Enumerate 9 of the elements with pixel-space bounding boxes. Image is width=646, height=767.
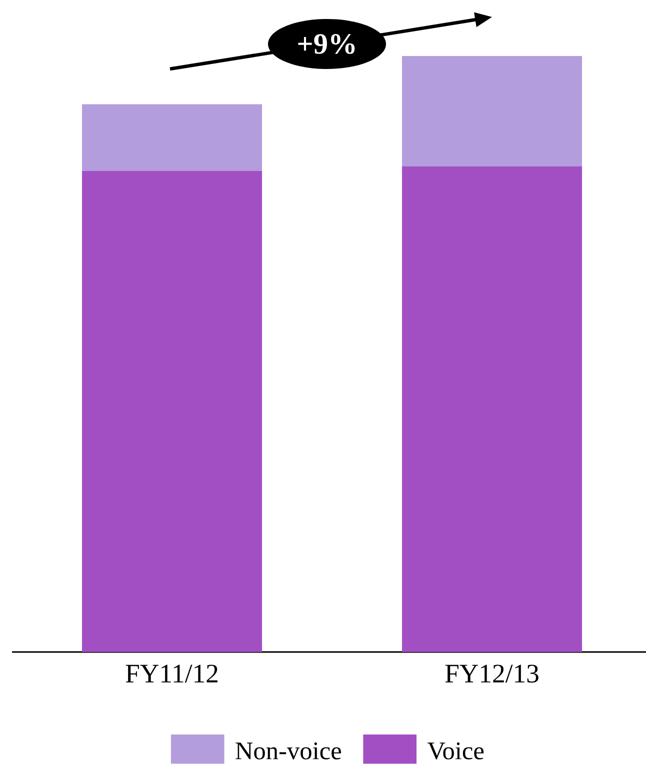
- text: +9%: [298, 34, 355, 54]
- x-tick-label: FY11/12: [126, 664, 218, 683]
- x-tick-label: FY12/13: [445, 664, 538, 683]
- bar: [82, 171, 262, 652]
- legend-label: Voice: [427, 742, 484, 760]
- bar: [402, 56, 582, 166]
- legend-label: Non-voice: [236, 742, 341, 760]
- bar: [82, 104, 262, 172]
- bar: [402, 166, 582, 652]
